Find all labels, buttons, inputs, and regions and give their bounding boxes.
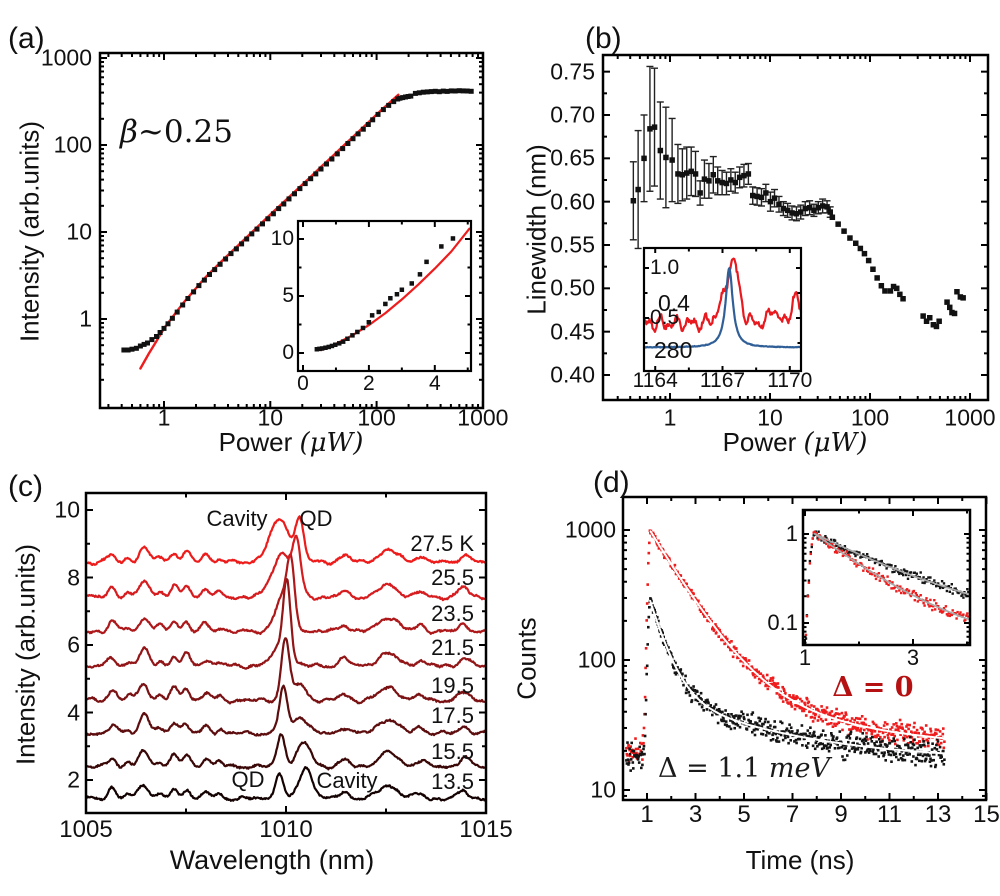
delta-zero-annotation: Δ = 0 [832, 672, 914, 703]
temperature-label-23-5: 23.5 [431, 601, 474, 626]
tick-label: 10 [757, 404, 783, 431]
temperature-label-25-5: 25.5 [431, 565, 474, 590]
beta-value: ~0.25 [137, 114, 233, 150]
tick-label: 0.70 [550, 101, 595, 128]
tick-label: 5 [737, 801, 751, 828]
tick-label: 2 [363, 372, 375, 395]
beta-symbol: β [120, 114, 138, 150]
tick-label: 0 [282, 341, 294, 364]
tick-label: 4 [67, 699, 80, 725]
tick-label: 0.75 [550, 58, 595, 85]
tick-label: 1 [798, 645, 812, 670]
panel-d-x-axis-title: Time (ns) [745, 845, 855, 875]
tick-label: 1015 [459, 816, 513, 843]
panel-a-y-axis-title: Intensity (arb.units) [14, 120, 45, 343]
tick-label: 7 [785, 801, 800, 828]
panel-b-x-axis-title: Power (μW) [595, 427, 995, 458]
tick-label: 1.0 [650, 256, 680, 279]
delta-value: Δ = 1.1 [658, 753, 769, 784]
x-title-text: Power [722, 427, 804, 457]
panel-c-y-axis-title: Intensity (arb.units) [10, 543, 41, 766]
panel-c-x-axis-title: Wavelength (nm) [169, 845, 375, 875]
tick-label: 3 [688, 801, 703, 828]
tick-label: 0.40 [550, 361, 595, 388]
tick-label: 1 [663, 404, 677, 431]
tick-label: 10 [270, 227, 294, 250]
tick-label: 0.1 [767, 610, 798, 635]
tick-label: 1000 [564, 516, 616, 543]
tick-label: 100 [850, 404, 890, 431]
x-title-text: Power [218, 427, 300, 457]
tick-label: 100 [357, 404, 396, 431]
x-title-units: (μW) [299, 428, 364, 458]
temperature-label-15-5: 15.5 [431, 739, 474, 764]
tick-label: 0.45 [550, 318, 595, 345]
tick-label: 6 [67, 631, 80, 658]
tick-label: 10 [257, 404, 284, 431]
tick-label: 1 [785, 521, 798, 546]
qd-peak-label-bottom: QD [231, 767, 265, 792]
temperature-label-17-5: 17.5 [431, 703, 474, 728]
delta-detuned-annotation: Δ = 1.1 meV [594, 753, 894, 784]
tick-label: 0.60 [550, 188, 595, 215]
tick-label: 10 [66, 218, 92, 245]
tick-label: 1000 [40, 44, 92, 71]
panel-a-letter: (a) [8, 22, 45, 55]
panel-b-letter: (b) [585, 22, 622, 55]
tick-label: 1167 [699, 369, 746, 392]
qd-peak-label-top: QD [299, 506, 333, 531]
x-title-units: (μW) [803, 428, 868, 458]
tick-label: 0.5 [650, 306, 680, 329]
tick-label: 8 [67, 564, 80, 590]
tick-label: 10 [590, 776, 616, 803]
panel-d-y-axis-title: Counts [511, 617, 542, 700]
temperature-label-19-5: 19.5 [431, 673, 474, 698]
panel-c-letter: (c) [8, 470, 43, 503]
tick-label: 5 [282, 284, 294, 307]
tick-label: 1010 [259, 816, 313, 843]
tick-label: 0.50 [550, 274, 595, 301]
cavity-peak-label-top: Cavity [206, 506, 268, 531]
panel-a-x-axis-title: Power (μW) [91, 427, 491, 458]
panel-b-y-axis-title: Linewidth (nm) [521, 144, 552, 315]
inset-low-power-label: 0.4 [658, 290, 690, 316]
tick-label: 1 [640, 801, 654, 828]
tick-label: 3 [906, 645, 920, 670]
tick-label: 1164 [632, 369, 678, 392]
temperature-label-27-5K: 27.5 K [410, 531, 474, 556]
inset-high-power-label: 280 [654, 337, 693, 363]
tick-label: 0.55 [550, 231, 595, 258]
tick-label: 100 [53, 131, 92, 158]
tick-label: 10 [54, 496, 80, 523]
tick-label: 1005 [59, 816, 113, 843]
temperature-label-21-5: 21.5 [431, 635, 474, 660]
temperature-label-13-5: 13.5 [431, 769, 474, 794]
tick-label: 13 [924, 801, 952, 828]
tick-label: 4 [428, 372, 441, 395]
tick-label: 1 [79, 305, 92, 332]
delta-units: meV [768, 753, 830, 784]
tick-label: 100 [577, 646, 616, 673]
panel-d-letter: (d) [593, 466, 630, 499]
tick-label: 2 [67, 766, 80, 793]
beta-annotation: β~0.25 [120, 114, 233, 150]
tick-label: 1000 [457, 404, 509, 431]
tick-label: 0 [297, 372, 309, 395]
cavity-peak-label-bottom: Cavity [316, 768, 378, 793]
tick-label: 9 [834, 801, 848, 828]
tick-label: 1 [157, 404, 171, 431]
tick-label: 11 [877, 801, 902, 828]
tick-label: 15 [973, 801, 1000, 828]
tick-label: 1170 [767, 369, 813, 392]
tick-label: 0.65 [550, 144, 595, 171]
tick-label: 1000 [944, 404, 996, 431]
